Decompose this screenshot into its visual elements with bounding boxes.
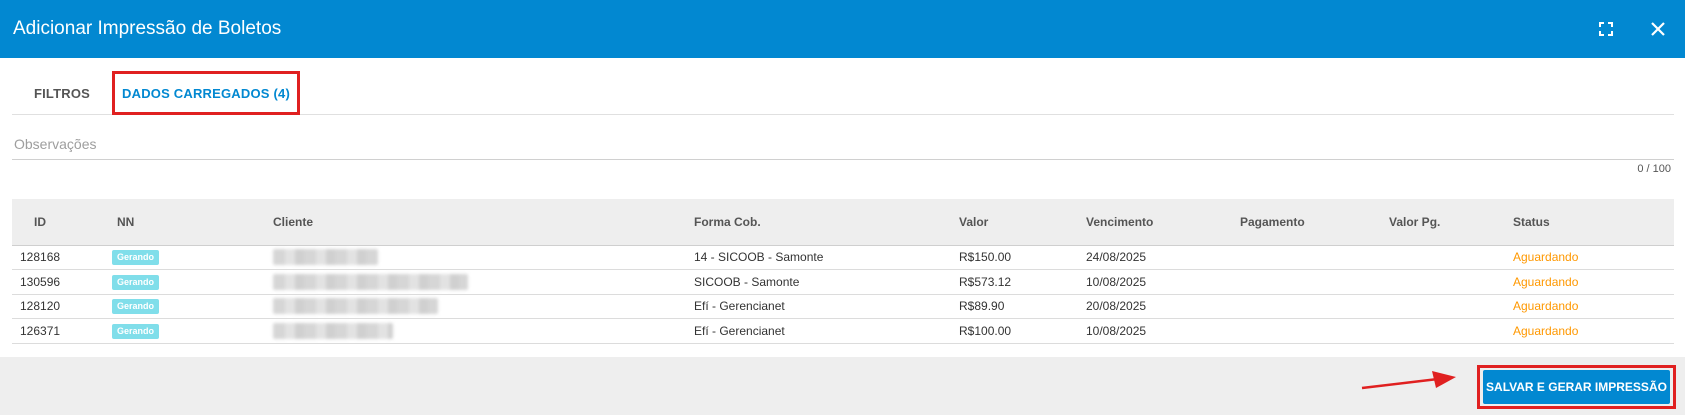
col-header-id[interactable]: ID — [34, 214, 46, 229]
cell-cliente — [265, 245, 686, 270]
cell-valor-pg — [1381, 270, 1505, 295]
observacoes-input[interactable] — [12, 128, 1674, 160]
cell-pagamento — [1232, 245, 1381, 270]
status-badge: Gerando — [112, 323, 160, 339]
fullscreen-icon — [1599, 22, 1613, 36]
col-header-nn[interactable]: NN — [117, 214, 135, 229]
status-badge: Gerando — [112, 250, 160, 266]
cell-status: Aguardando — [1513, 250, 1579, 265]
cell-forma-cob: Efí - Gerencianet — [694, 323, 785, 338]
cell-nn: Gerando — [104, 319, 265, 344]
cell-forma-cob: SICOOB - Samonte — [694, 274, 800, 289]
cell-valor: R$150.00 — [959, 250, 1012, 265]
table-row[interactable]: 128120 Gerando Efí - Gerencianet R$89.90… — [12, 294, 1674, 319]
cell-vencimento: 10/08/2025 — [1086, 274, 1147, 289]
close-button[interactable] — [1645, 16, 1671, 42]
cell-id: 128168 — [20, 250, 61, 265]
cell-valor-pg — [1381, 294, 1505, 319]
dialog-header: Adicionar Impressão de Boletos — [0, 0, 1685, 58]
cell-valor: R$89.90 — [959, 299, 1005, 314]
cell-valor-pg — [1381, 245, 1505, 270]
cell-cliente — [265, 270, 686, 295]
pointer-arrow-icon — [1361, 371, 1456, 390]
header-actions — [1593, 16, 1671, 42]
col-header-forma-cob[interactable]: Forma Cob. — [694, 214, 761, 229]
dialog-title: Adicionar Impressão de Boletos — [13, 18, 282, 39]
cell-valor: R$100.00 — [959, 323, 1012, 338]
cell-cliente — [265, 294, 686, 319]
cell-id: 128120 — [20, 299, 61, 314]
table-row[interactable]: 126371 Gerando Efí - Gerencianet R$100.0… — [12, 319, 1674, 344]
table-row[interactable]: 128168 Gerando 14 - SICOOB - Samonte R$1… — [12, 245, 1674, 270]
dialog-footer: SALVAR E GERAR IMPRESSÃO — [0, 357, 1685, 415]
table-header-row: ID NN Cliente Forma Cob. Valor Venciment… — [12, 199, 1674, 245]
tab-dados-carregados[interactable]: DADOS CARREGADOS (4) — [112, 71, 300, 115]
redacted-client-name — [273, 273, 468, 290]
col-header-pagamento[interactable]: Pagamento — [1240, 214, 1305, 229]
col-header-status[interactable]: Status — [1513, 214, 1550, 229]
cell-status: Aguardando — [1513, 274, 1579, 289]
cell-forma-cob: 14 - SICOOB - Samonte — [694, 250, 824, 265]
save-button-highlight: SALVAR E GERAR IMPRESSÃO — [1477, 365, 1676, 409]
cell-nn: Gerando — [104, 270, 265, 295]
cell-valor: R$573.12 — [959, 274, 1012, 289]
cell-pagamento — [1232, 319, 1381, 344]
col-header-valor[interactable]: Valor — [959, 214, 989, 229]
redacted-client-name — [273, 249, 378, 266]
col-header-vencimento[interactable]: Vencimento — [1086, 214, 1154, 229]
cell-forma-cob: Efí - Gerencianet — [694, 299, 785, 314]
cell-status: Aguardando — [1513, 299, 1579, 314]
cell-nn: Gerando — [104, 245, 265, 270]
redacted-client-name — [273, 298, 438, 315]
cell-status: Aguardando — [1513, 323, 1579, 338]
cell-vencimento: 10/08/2025 — [1086, 323, 1147, 338]
status-badge: Gerando — [112, 274, 160, 290]
redacted-client-name — [273, 322, 393, 339]
cell-valor-pg — [1381, 319, 1505, 344]
tab-bar: FILTROS DADOS CARREGADOS (4) — [12, 71, 1674, 115]
status-badge: Gerando — [112, 299, 160, 315]
close-icon — [1651, 22, 1665, 36]
char-counter: 0 / 100 — [1637, 163, 1671, 175]
cell-vencimento: 24/08/2025 — [1086, 250, 1147, 265]
cell-id: 126371 — [20, 323, 61, 338]
save-and-print-button[interactable]: SALVAR E GERAR IMPRESSÃO — [1483, 370, 1670, 404]
cell-id: 130596 — [20, 274, 61, 289]
tab-filtros[interactable]: FILTROS — [33, 86, 91, 101]
cell-vencimento: 20/08/2025 — [1086, 299, 1147, 314]
boletos-table: ID NN Cliente Forma Cob. Valor Venciment… — [12, 199, 1674, 344]
table-row[interactable]: 130596 Gerando SICOOB - Samonte R$573.12… — [12, 270, 1674, 295]
col-header-valor-pg[interactable]: Valor Pg. — [1389, 214, 1441, 229]
cell-nn: Gerando — [104, 294, 265, 319]
cell-pagamento — [1232, 294, 1381, 319]
col-header-cliente[interactable]: Cliente — [273, 214, 314, 229]
fullscreen-button[interactable] — [1593, 16, 1619, 42]
cell-pagamento — [1232, 270, 1381, 295]
observacoes-field: 0 / 100 — [12, 128, 1674, 175]
cell-cliente — [265, 319, 686, 344]
